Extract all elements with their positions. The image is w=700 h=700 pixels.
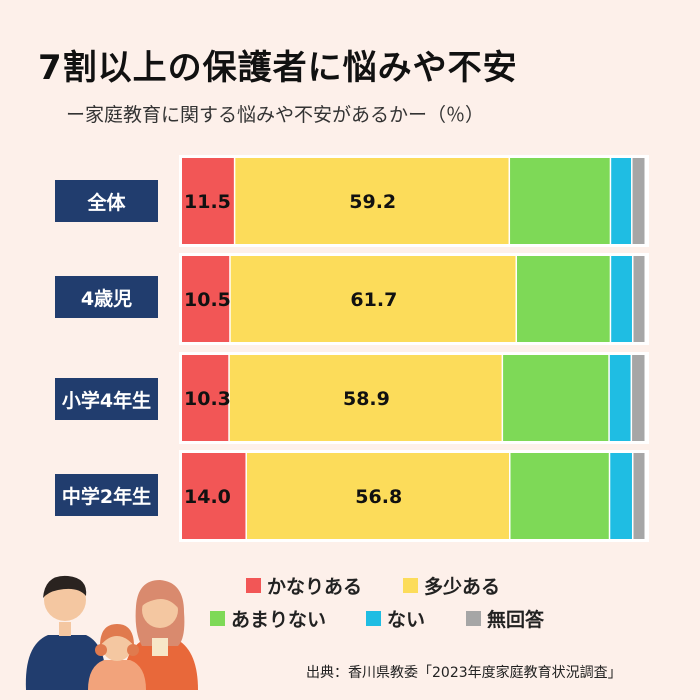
- data-label-tashou-2: 58.9: [343, 388, 390, 410]
- data-label-tashou-0: 59.2: [349, 191, 396, 213]
- legend-swatch-amari: [210, 611, 225, 626]
- category-label-elementary4: 小学4年生: [55, 378, 158, 420]
- bar-segment-mukaitou-0: [632, 158, 645, 244]
- data-label-tashou-1: 61.7: [350, 289, 397, 311]
- bar-segment-nai-0: [611, 158, 632, 244]
- legend-label-tashou: 多少ある: [424, 576, 501, 598]
- bar-segment-mukaitou-2: [632, 355, 645, 441]
- legend-item-kanari: かなりある: [246, 572, 362, 599]
- bar-segment-kanari-1: [182, 256, 230, 342]
- data-label-kanari-3: 14.0: [184, 486, 231, 508]
- legend-item-mukaitou: 無回答: [466, 605, 544, 632]
- bar-segment-tashou-1: [230, 256, 516, 342]
- bar-segment-tashou-3: [246, 453, 510, 539]
- chart-title: 7割以上の保護者に悩みや不安: [38, 48, 518, 88]
- legend-label-nai: ない: [387, 609, 426, 631]
- bar-segment-amari-3: [510, 453, 609, 539]
- category-label-4yo: 4歳児: [55, 276, 158, 318]
- data-label-tashou-3: 56.8: [355, 486, 402, 508]
- legend-swatch-mukaitou: [466, 611, 481, 626]
- bar-segment-amari-2: [503, 355, 609, 441]
- bar-segment-tashou-0: [235, 158, 509, 244]
- family-illustration: [25, 575, 198, 690]
- legend-item-amari: あまりない: [210, 605, 326, 632]
- bar-segment-nai-1: [611, 256, 632, 342]
- bar-segment-mukaitou-3: [633, 453, 645, 539]
- legend-swatch-tashou: [403, 578, 418, 593]
- data-label-kanari-1: 10.5: [184, 289, 231, 311]
- legend-label-amari: あまりない: [231, 609, 327, 631]
- bar-segment-amari-0: [510, 158, 610, 244]
- chart-subtitle: ー家庭教育に関する悩みや不安があるかー（％）: [66, 104, 485, 126]
- bar-segment-mukaitou-1: [633, 256, 645, 342]
- bar-segment-kanari-2: [182, 355, 229, 441]
- bar-segment-kanari-3: [182, 453, 246, 539]
- bar-segment-kanari-0: [182, 158, 234, 244]
- legend-swatch-kanari: [246, 578, 261, 593]
- category-label-junior2: 中学2年生: [55, 474, 158, 516]
- source-note: 出典：香川県教委「2023年度家庭教育状況調査」: [306, 665, 622, 681]
- data-label-kanari-0: 11.5: [184, 191, 231, 213]
- legend-swatch-nai: [366, 611, 381, 626]
- legend-item-tashou: 多少ある: [403, 572, 500, 599]
- bar-segment-nai-3: [610, 453, 632, 539]
- legend-label-mukaitou: 無回答: [487, 609, 545, 631]
- legend-item-nai: ない: [366, 605, 425, 632]
- bar-segment-nai-2: [609, 355, 631, 441]
- bar-segment-amari-1: [517, 256, 610, 342]
- bar-segment-tashou-2: [229, 355, 502, 441]
- legend-label-kanari: かなりある: [267, 576, 363, 598]
- data-label-kanari-2: 10.3: [184, 388, 231, 410]
- category-label-all: 全体: [55, 180, 158, 222]
